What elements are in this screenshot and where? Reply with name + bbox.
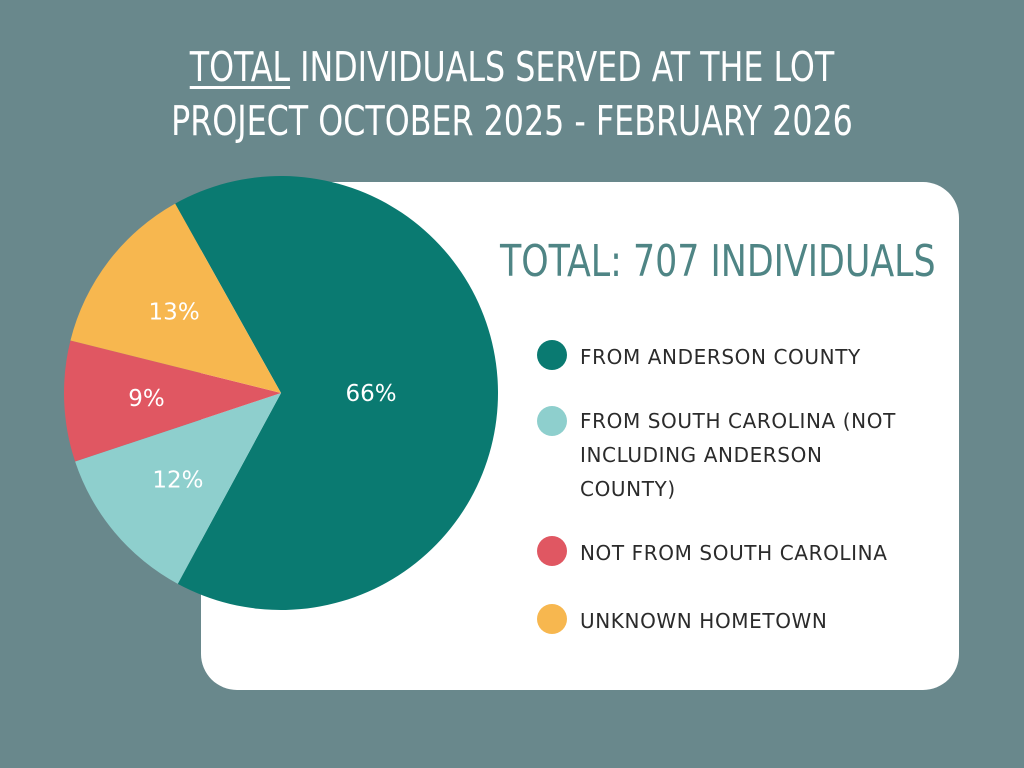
pie-slice-label: 66% (345, 381, 396, 407)
legend-label-anderson-county: FROM ANDERSON COUNTY (580, 340, 861, 374)
pie-slice-label: 12% (152, 467, 203, 493)
title-line-2: PROJECT OCTOBER 2025 - FEBRUARY 2026 (171, 97, 853, 145)
legend-label-line: INCLUDING ANDERSON (580, 443, 823, 467)
legend-item-anderson-county: FROM ANDERSON COUNTY (537, 340, 861, 374)
title-line-1: TOTAL INDIVIDUALS SERVED AT THE LOT (72, 40, 953, 94)
pie-slice-from-south-carolina-not-including-anderson-county (75, 393, 281, 584)
legend-dot-anderson-county (537, 340, 567, 370)
legend-dot-south-carolina (537, 406, 567, 436)
pie-slice-not-from-south-carolina (63, 340, 282, 462)
title-line-1-rest: INDIVIDUALS SERVED AT THE LOT (290, 43, 835, 91)
legend-label-south-carolina: FROM SOUTH CAROLINA (NOT INCLUDING ANDER… (580, 404, 896, 506)
legend-label-line: FROM SOUTH CAROLINA (NOT (580, 409, 896, 433)
title-underlined-word: TOTAL (189, 43, 291, 91)
legend-label-line: COUNTY) (580, 477, 676, 501)
legend-dot-unknown-hometown (537, 604, 567, 634)
pie-slice-label: 9% (128, 386, 165, 412)
total-individuals-label: TOTAL: 707 INDIVIDUALS (500, 236, 936, 287)
legend-label-line: NOT FROM SOUTH CAROLINA (580, 541, 888, 565)
legend-item-not-south-carolina: NOT FROM SOUTH CAROLINA (537, 536, 888, 570)
legend-label-line: FROM ANDERSON COUNTY (580, 345, 861, 369)
legend-item-south-carolina: FROM SOUTH CAROLINA (NOT INCLUDING ANDER… (537, 404, 896, 506)
pie-slice-from-anderson-county (175, 176, 499, 610)
legend-dot-not-south-carolina (537, 536, 567, 566)
chart-title: TOTAL INDIVIDUALS SERVED AT THE LOT PROJ… (72, 40, 953, 148)
pie-slice-label: 13% (149, 299, 200, 325)
legend-label-not-south-carolina: NOT FROM SOUTH CAROLINA (580, 536, 888, 570)
legend-label-line: UNKNOWN HOMETOWN (580, 609, 828, 633)
legend-item-unknown-hometown: UNKNOWN HOMETOWN (537, 604, 827, 638)
legend-label-unknown-hometown: UNKNOWN HOMETOWN (580, 604, 827, 638)
pie-slice-unknown-hometown (70, 203, 281, 393)
